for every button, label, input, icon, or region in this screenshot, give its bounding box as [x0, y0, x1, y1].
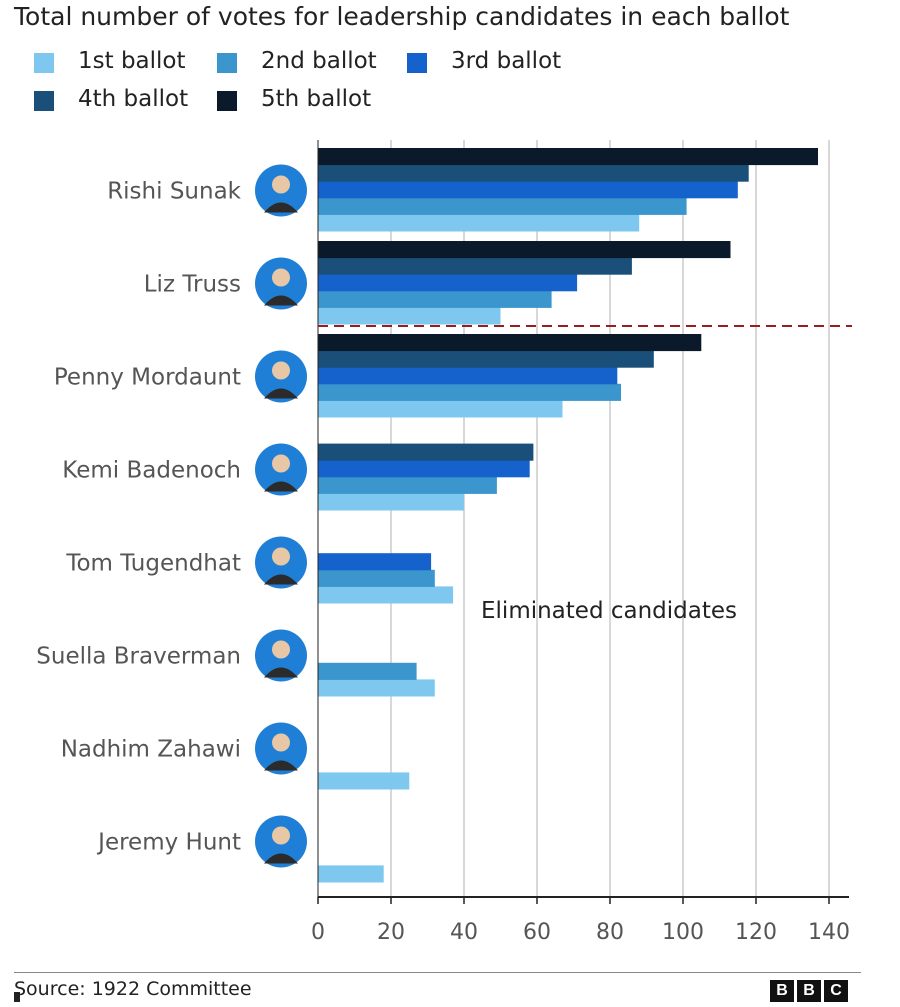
- bar: [318, 350, 654, 368]
- legend-label-5th: 5th ballot: [261, 86, 372, 112]
- category-label: Suella Braverman: [36, 644, 241, 670]
- bar-chart: Rishi Sunak Liz Truss Penny Mordaunt Kemi B…: [36, 140, 852, 945]
- legend-swatch-4th: [34, 91, 54, 111]
- bbc-logo-letter: B: [770, 980, 794, 1002]
- bar: [318, 679, 435, 697]
- bar: [318, 400, 563, 418]
- candidate-photo-face: [272, 826, 290, 845]
- candidate-photo-face: [272, 640, 290, 659]
- candidate-photo-body: [264, 853, 298, 864]
- legend-swatch-2nd: [217, 53, 237, 73]
- x-tick-label: 20: [377, 920, 405, 945]
- category-label: Jeremy Hunt: [96, 830, 241, 856]
- legend-swatch-5th: [217, 91, 237, 111]
- chart-title: Total number of votes for leadership can…: [14, 2, 790, 31]
- bar: [318, 493, 464, 511]
- x-tick-label: 120: [735, 920, 777, 945]
- candidate-photo-body: [264, 388, 298, 399]
- category-label: Kemi Badenoch: [62, 458, 241, 484]
- bar: [318, 274, 578, 292]
- bar: [318, 383, 621, 401]
- bar: [318, 569, 435, 587]
- candidate-photo-body: [264, 574, 298, 585]
- bar: [318, 334, 702, 352]
- source-marker: [14, 992, 20, 1002]
- candidate-photo-body: [264, 667, 298, 678]
- candidate-photo-face: [272, 268, 290, 287]
- bar: [318, 148, 818, 166]
- x-tick-label: 100: [662, 920, 704, 945]
- bar: [318, 460, 530, 478]
- category-label: Liz Truss: [144, 272, 241, 298]
- source-text: Source: 1922 Committee: [14, 978, 252, 1000]
- category-label: Tom Tugendhat: [65, 551, 241, 577]
- bar: [318, 865, 384, 883]
- candidate-photo-body: [264, 295, 298, 306]
- candidate-photo-body: [264, 481, 298, 492]
- legend-label-4th: 4th ballot: [78, 86, 189, 112]
- bar: [318, 164, 749, 182]
- bar: [318, 241, 731, 259]
- bar: [318, 181, 738, 199]
- annotation-eliminated: Eliminated candidates: [481, 598, 737, 624]
- x-tick-label: 0: [311, 920, 325, 945]
- candidate-photo-face: [272, 547, 290, 566]
- bar: [318, 476, 497, 494]
- legend-label-2nd: 2nd ballot: [261, 48, 377, 74]
- bbc-logo: B B C: [770, 980, 848, 1002]
- x-tick-label: 40: [450, 920, 478, 945]
- candidate-photo-face: [272, 733, 290, 752]
- x-tick-label: 80: [596, 920, 624, 945]
- bar: [318, 367, 618, 385]
- bbc-logo-letter: B: [797, 980, 821, 1002]
- bbc-logo-letter: C: [824, 980, 848, 1002]
- candidate-photo-face: [272, 361, 290, 380]
- bar: [318, 586, 454, 604]
- bar: [318, 307, 501, 325]
- bar: [318, 197, 687, 215]
- bar: [318, 214, 640, 232]
- candidate-photo-face: [272, 175, 290, 194]
- x-tick-label: 140: [808, 920, 850, 945]
- bar: [318, 662, 417, 680]
- category-label: Rishi Sunak: [107, 179, 241, 205]
- x-tick-label: 60: [523, 920, 551, 945]
- bar: [318, 290, 552, 308]
- category-label: Penny Mordaunt: [54, 365, 241, 391]
- legend-swatch-3rd: [407, 53, 427, 73]
- legend-label-3rd: 3rd ballot: [451, 48, 562, 74]
- candidate-photo-body: [264, 202, 298, 213]
- bar: [318, 553, 432, 571]
- bar: [318, 772, 410, 790]
- candidate-photo-face: [272, 454, 290, 473]
- bar: [318, 257, 632, 275]
- legend-swatch-1st: [34, 53, 54, 73]
- legend-label-1st: 1st ballot: [78, 48, 186, 74]
- category-label: Nadhim Zahawi: [61, 737, 241, 763]
- candidate-photo-body: [264, 760, 298, 771]
- footer-divider: [14, 972, 861, 973]
- bar: [318, 443, 534, 461]
